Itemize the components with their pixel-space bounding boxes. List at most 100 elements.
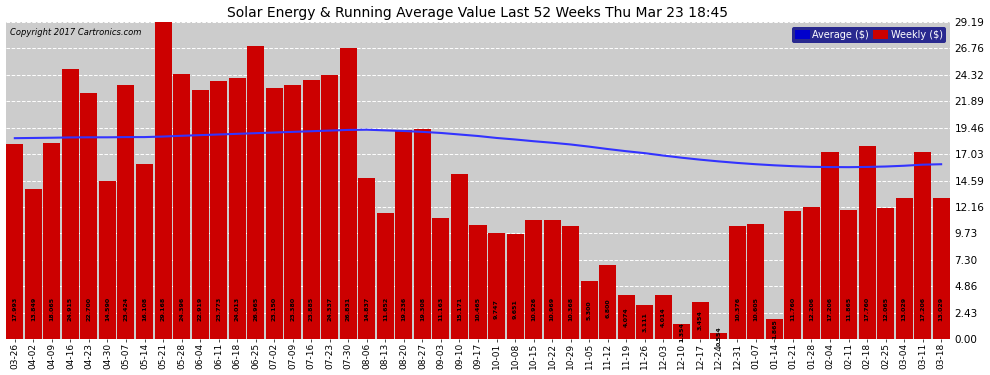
- Text: 13.849: 13.849: [31, 297, 36, 321]
- Text: 17.760: 17.760: [864, 297, 869, 321]
- Text: 13.029: 13.029: [939, 297, 943, 321]
- Text: 16.108: 16.108: [142, 297, 147, 321]
- Text: Copyright 2017 Cartronics.com: Copyright 2017 Cartronics.com: [10, 28, 142, 38]
- Bar: [784, 211, 802, 339]
- Text: 9.651: 9.651: [513, 299, 518, 319]
- Text: 23.380: 23.380: [290, 297, 295, 321]
- Bar: [433, 218, 449, 339]
- Bar: [654, 296, 672, 339]
- Text: 14.837: 14.837: [364, 297, 369, 321]
- Text: 19.308: 19.308: [420, 297, 425, 321]
- Legend: Average ($), Weekly ($): Average ($), Weekly ($): [792, 27, 945, 43]
- Bar: [303, 80, 320, 339]
- Text: 24.013: 24.013: [235, 297, 240, 321]
- Text: 24.396: 24.396: [179, 297, 184, 321]
- Text: 18.065: 18.065: [50, 297, 54, 321]
- Text: 11.760: 11.760: [790, 297, 795, 321]
- Bar: [507, 234, 524, 339]
- Bar: [618, 295, 635, 339]
- Bar: [858, 146, 875, 339]
- Text: 23.885: 23.885: [309, 297, 314, 321]
- Text: 10.465: 10.465: [475, 297, 480, 321]
- Text: 22.919: 22.919: [198, 297, 203, 321]
- Text: 26.831: 26.831: [346, 297, 350, 321]
- Text: 11.652: 11.652: [383, 297, 388, 321]
- Text: 24.337: 24.337: [328, 297, 333, 321]
- Text: 24.915: 24.915: [68, 297, 73, 321]
- Text: 19.236: 19.236: [401, 297, 406, 321]
- Title: Solar Energy & Running Average Value Last 52 Weeks Thu Mar 23 18:45: Solar Energy & Running Average Value Las…: [228, 6, 729, 20]
- Bar: [191, 90, 209, 339]
- Bar: [173, 74, 190, 339]
- Bar: [766, 319, 783, 339]
- Bar: [229, 78, 246, 339]
- Text: 23.424: 23.424: [124, 297, 129, 321]
- Text: 23.773: 23.773: [216, 297, 221, 321]
- Bar: [136, 164, 153, 339]
- Bar: [469, 225, 486, 339]
- Bar: [6, 144, 24, 339]
- Bar: [210, 81, 227, 339]
- Bar: [803, 207, 820, 339]
- Bar: [340, 48, 356, 339]
- Text: 26.965: 26.965: [253, 297, 258, 321]
- Bar: [877, 208, 894, 339]
- Text: 14.590: 14.590: [105, 297, 110, 321]
- Text: 17.993: 17.993: [12, 297, 17, 321]
- Bar: [25, 189, 42, 339]
- Bar: [840, 210, 857, 339]
- Bar: [544, 220, 560, 339]
- Bar: [729, 226, 745, 339]
- Text: 4.074: 4.074: [624, 307, 629, 327]
- Bar: [599, 265, 616, 339]
- Text: 5.300: 5.300: [587, 300, 592, 320]
- Text: 3.454: 3.454: [698, 310, 703, 330]
- Text: 3.111: 3.111: [643, 312, 647, 332]
- Bar: [99, 181, 116, 339]
- Text: 10.368: 10.368: [568, 297, 573, 321]
- Text: 10.969: 10.969: [549, 297, 554, 321]
- Text: 4.014: 4.014: [660, 308, 665, 327]
- Text: 1.354: 1.354: [679, 322, 684, 342]
- Bar: [284, 85, 301, 339]
- Bar: [44, 143, 60, 339]
- Bar: [580, 282, 598, 339]
- Bar: [747, 224, 764, 339]
- Bar: [933, 198, 949, 339]
- Bar: [395, 130, 413, 339]
- Text: 22.700: 22.700: [86, 297, 91, 321]
- Bar: [450, 174, 468, 339]
- Text: 11.163: 11.163: [439, 297, 444, 321]
- Bar: [154, 22, 171, 339]
- Bar: [914, 152, 932, 339]
- Text: 17.206: 17.206: [828, 297, 833, 321]
- Bar: [414, 129, 431, 339]
- Bar: [62, 69, 79, 339]
- Bar: [118, 85, 135, 339]
- Bar: [710, 333, 728, 339]
- Bar: [562, 226, 579, 339]
- Bar: [822, 152, 839, 339]
- Bar: [488, 233, 505, 339]
- Text: 1.865: 1.865: [772, 319, 777, 339]
- Bar: [377, 213, 394, 339]
- Text: 10.376: 10.376: [735, 297, 740, 321]
- Text: 6.800: 6.800: [605, 299, 610, 318]
- Text: 9.747: 9.747: [494, 299, 499, 319]
- Bar: [896, 198, 913, 339]
- Text: 12.065: 12.065: [883, 297, 888, 321]
- Text: 0.554: 0.554: [717, 326, 722, 346]
- Bar: [673, 324, 690, 339]
- Bar: [637, 305, 653, 339]
- Bar: [265, 88, 283, 339]
- Text: 23.150: 23.150: [271, 297, 276, 321]
- Bar: [692, 302, 709, 339]
- Text: 17.206: 17.206: [920, 297, 925, 321]
- Text: 11.865: 11.865: [846, 297, 851, 321]
- Bar: [321, 75, 339, 339]
- Text: 15.171: 15.171: [457, 297, 462, 321]
- Text: 13.029: 13.029: [902, 297, 907, 321]
- Text: 10.605: 10.605: [753, 297, 758, 321]
- Bar: [80, 93, 97, 339]
- Text: 10.926: 10.926: [531, 297, 536, 321]
